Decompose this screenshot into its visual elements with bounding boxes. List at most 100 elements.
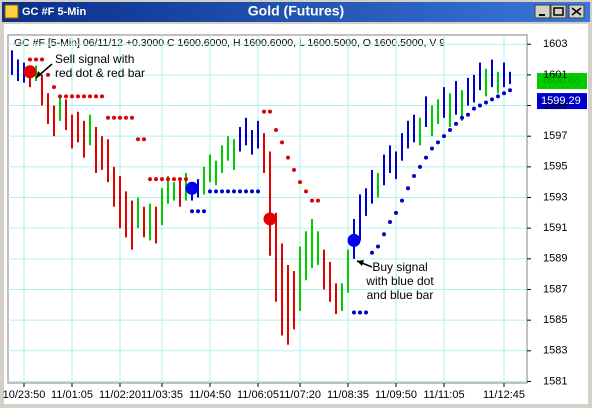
app-icon: [4, 4, 19, 19]
x-tick-label: 11/06:05: [237, 389, 279, 401]
annotation: and blue bar: [367, 288, 434, 302]
stop-dot: [388, 220, 392, 225]
stop-dot: [34, 57, 38, 62]
stop-dot: [154, 177, 158, 182]
annotation: with blue dot: [365, 274, 434, 288]
stop-dot: [184, 177, 188, 182]
stop-dot: [226, 189, 230, 194]
stop-dot: [256, 189, 260, 194]
stop-dot: [232, 189, 236, 194]
signal-dot: [23, 65, 37, 79]
stop-dot: [76, 94, 80, 99]
stop-dot: [358, 310, 362, 315]
stop-dot: [190, 209, 194, 214]
stop-dot: [370, 250, 374, 255]
chart-background: [4, 24, 588, 404]
x-tick-label: 11/08:35: [327, 389, 369, 401]
stop-dot: [490, 97, 494, 102]
stop-dot: [166, 177, 170, 182]
labels: 1581 1583 1585 1587 1589 1591 1593 1595 1597 1599…: [3, 38, 581, 401]
stop-dot: [220, 189, 224, 194]
stop-dot: [304, 189, 308, 194]
stop-dot: [238, 189, 242, 194]
stop-dot: [292, 167, 296, 172]
stop-dot: [70, 94, 74, 99]
stop-dot: [316, 198, 320, 203]
window-buttons: [534, 4, 585, 19]
signal-dot: [347, 233, 361, 247]
stop-dot: [52, 85, 56, 90]
buy-arrowhead: [357, 260, 364, 266]
y-tick-label: 1583: [543, 345, 567, 357]
signal-dot: [263, 212, 277, 226]
stop-dot: [250, 189, 254, 194]
stop-dot: [88, 94, 92, 99]
stop-dot: [214, 189, 218, 194]
title-bar: [2, 2, 590, 22]
maximize-glyph: [553, 7, 564, 16]
stop-dot: [118, 115, 122, 120]
stop-dot: [94, 94, 98, 99]
y-tick-label: 1597: [543, 130, 567, 142]
x-tick-label: 11/11:05: [423, 389, 464, 401]
info-line: GC #F [5-Min] 06/11/12 +0.3000 C 1600.60…: [14, 37, 445, 49]
signal-dot: [185, 181, 199, 195]
stop-dot: [262, 109, 266, 114]
stop-dot: [172, 177, 176, 182]
y-tick-label: 1599: [543, 99, 567, 111]
stop-dot: [274, 128, 278, 133]
x-tick-label: 11/03:35: [141, 389, 183, 401]
minimize-button[interactable]: [534, 4, 551, 19]
marks: [11, 50, 587, 345]
y-tick-label: 1581: [543, 375, 567, 387]
stop-dot: [244, 189, 248, 194]
stop-dot: [64, 94, 68, 99]
symbol-title: GC #F 5-Min: [22, 6, 86, 18]
stop-dot: [496, 94, 500, 99]
stop-dot: [436, 140, 440, 145]
stop-dot: [298, 180, 302, 185]
stop-dot: [148, 177, 152, 182]
y-tick-label: 1601: [543, 69, 567, 81]
stop-dot: [82, 94, 86, 99]
stop-dot: [40, 57, 44, 62]
stop-dot: [202, 209, 206, 214]
stop-dot: [136, 137, 140, 142]
window-title: Gold (Futures): [248, 3, 344, 19]
annotation-arrows: [35, 63, 373, 268]
stop-dot: [112, 115, 116, 120]
plot-border: [7, 34, 528, 384]
stop-dot: [160, 177, 164, 182]
price-tag: [537, 93, 587, 110]
stop-dot: [196, 209, 200, 214]
annotation: Sell signal with: [55, 52, 134, 66]
stop-dot: [280, 140, 284, 145]
x-tick-label: 11/04:50: [189, 389, 231, 401]
stop-dot: [352, 310, 356, 315]
stop-dot: [100, 94, 104, 99]
close-glyph: [571, 7, 582, 16]
y-tick-label: 1589: [543, 253, 567, 265]
stop-dot: [130, 115, 134, 120]
stop-dot: [502, 91, 506, 96]
stop-dot: [310, 198, 314, 203]
x-tick-label: 11/09:50: [375, 389, 417, 401]
stop-dot: [268, 109, 272, 114]
stop-dot: [178, 177, 182, 182]
annotation: Buy signal: [372, 260, 427, 274]
stop-dot: [442, 134, 446, 139]
stop-dot: [124, 115, 128, 120]
x-tick-label: 11/02:20: [99, 389, 141, 401]
stop-dot: [424, 155, 428, 160]
price-tag: [537, 72, 587, 89]
stop-dot: [58, 94, 62, 99]
x-tick-label: 11/01:05: [51, 389, 93, 401]
stop-dot: [28, 57, 32, 62]
stop-dot: [400, 198, 404, 203]
y-tick-label: 1587: [543, 283, 567, 295]
sell-arrowhead: [36, 71, 42, 78]
y-tick-label: 1591: [543, 222, 567, 234]
stop-dot: [286, 155, 290, 160]
annotation: red dot & red bar: [55, 66, 145, 80]
